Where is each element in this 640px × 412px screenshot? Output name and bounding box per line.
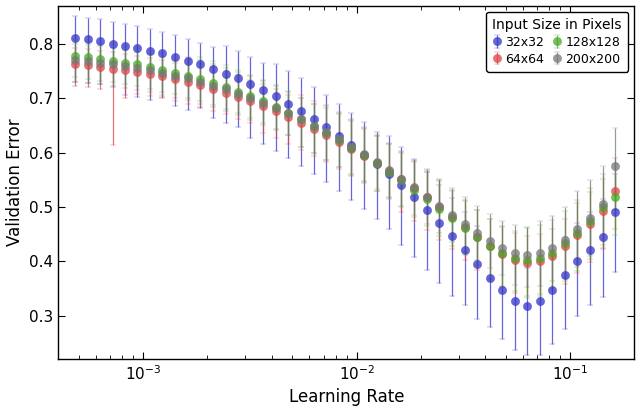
Y-axis label: Validation Error: Validation Error [6,119,24,246]
Legend: 32x32, 64x64, 128x128, 200x200: 32x32, 64x64, 128x128, 200x200 [486,12,628,72]
X-axis label: Learning Rate: Learning Rate [289,389,404,407]
